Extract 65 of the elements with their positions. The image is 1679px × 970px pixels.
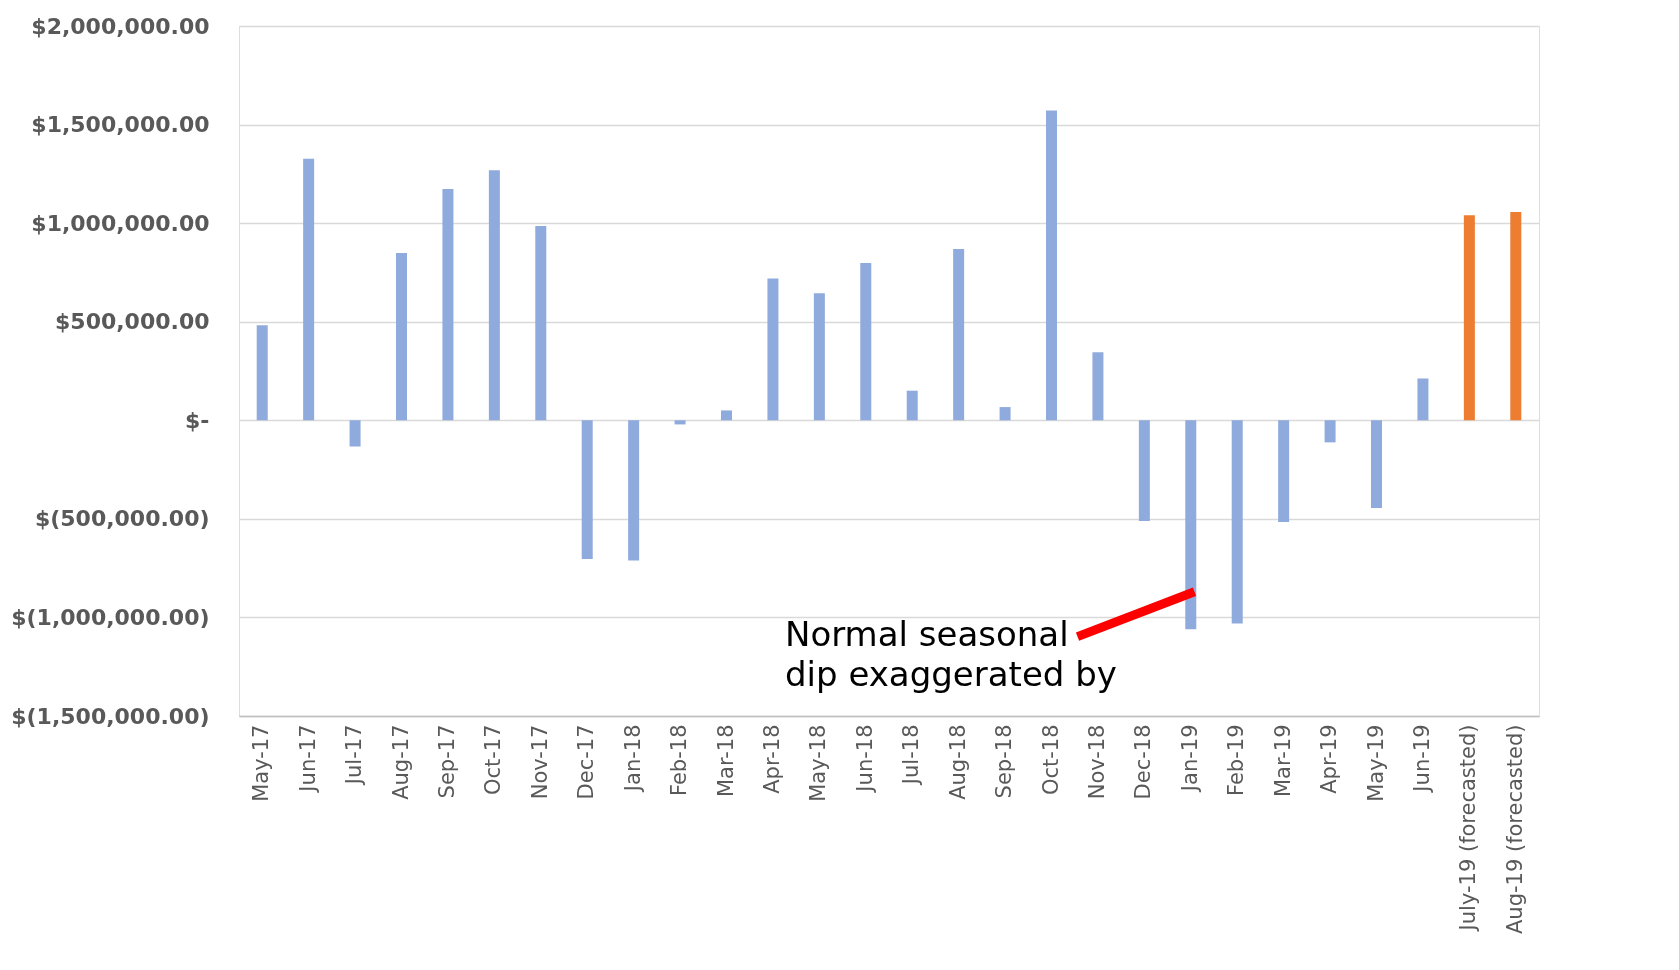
y-tick-label: $-	[185, 407, 210, 433]
x-tick-label: May-17	[249, 724, 274, 802]
y-tick-label: $2,000,000.00	[31, 13, 210, 39]
y-tick-label: $(1,500,000.00)	[11, 703, 210, 729]
x-tick-label: Aug-19 (forecasted)	[1502, 724, 1527, 935]
bar	[349, 420, 361, 447]
x-tick-label: Jul-17	[342, 724, 367, 787]
x-tick-label: Oct-18	[1038, 724, 1063, 796]
bar	[303, 158, 315, 421]
bar	[535, 226, 547, 421]
x-tick-label: Oct-17	[481, 724, 506, 796]
y-tick-label: $(1,000,000.00)	[11, 604, 210, 630]
bar	[1324, 420, 1336, 443]
bar	[488, 170, 500, 421]
bar	[674, 420, 686, 425]
x-tick-label: Sep-18	[992, 724, 1017, 799]
x-tick-label: July-19 (forecasted)	[1456, 724, 1481, 933]
bar	[953, 248, 965, 421]
y-tick-label: $1,000,000.00	[31, 210, 210, 236]
bar	[628, 420, 640, 561]
bar	[767, 278, 779, 421]
x-tick-label: Feb-19	[1224, 724, 1249, 796]
bar	[1231, 420, 1243, 624]
bar	[721, 410, 732, 421]
x-tick-label: Jan-18	[620, 724, 645, 794]
bar	[860, 262, 872, 421]
bar	[1510, 212, 1522, 421]
x-tick-label: Aug-17	[388, 724, 413, 800]
x-tick-label: Jun-18	[852, 724, 877, 794]
x-tick-label: Nov-17	[527, 724, 552, 800]
y-tick-label: $1,500,000.00	[31, 112, 210, 138]
x-tick-label: Mar-19	[1270, 724, 1295, 798]
x-tick-label: Jun-17	[295, 724, 320, 794]
x-tick-label: Dec-18	[1131, 724, 1156, 800]
x-tick-label: Feb-18	[667, 724, 692, 796]
x-tick-label: Jan-19	[1177, 724, 1202, 794]
bar	[1417, 378, 1429, 421]
bar	[396, 253, 407, 421]
bar	[1138, 420, 1150, 522]
x-tick-label: Jun-19	[1409, 724, 1434, 794]
x-tick-label: Aug-18	[945, 724, 970, 800]
x-tick-label: May-18	[806, 724, 831, 802]
x-tick-label: May-19	[1363, 724, 1388, 802]
y-tick-label: $(500,000.00)	[34, 506, 210, 532]
x-tick-label: Mar-18	[713, 724, 738, 798]
bar	[1278, 420, 1290, 523]
x-tick-label: Nov-18	[1084, 724, 1109, 800]
bar	[1046, 110, 1057, 421]
bar	[256, 325, 268, 421]
bar	[1371, 420, 1382, 509]
x-tick-label: Apr-18	[759, 724, 784, 794]
x-tick-label: Dec-17	[574, 724, 599, 800]
bar	[1463, 215, 1475, 421]
bar	[1185, 420, 1197, 630]
x-tick-label: Jul-18	[899, 724, 924, 787]
x-tick-label: Apr-19	[1317, 724, 1342, 794]
bar	[442, 189, 454, 421]
annotation: Normal seasonal dip exaggerated by	[785, 614, 1117, 695]
bar	[581, 420, 593, 559]
bar	[813, 293, 825, 421]
bar	[999, 407, 1011, 421]
y-tick-label: $500,000.00	[55, 309, 210, 335]
x-tick-label: Sep-17	[434, 724, 459, 799]
bar	[906, 390, 918, 421]
bar	[1092, 352, 1104, 421]
